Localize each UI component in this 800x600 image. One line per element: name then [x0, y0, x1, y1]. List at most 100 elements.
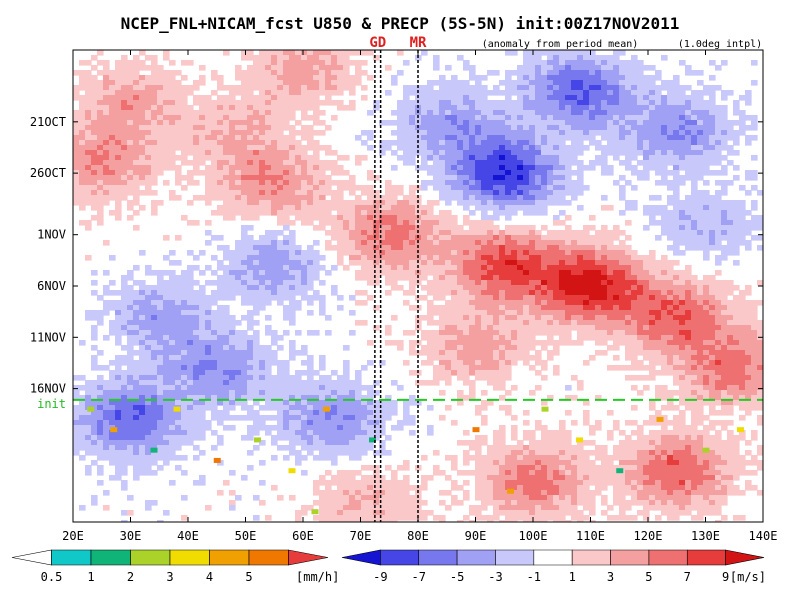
u850-cell — [439, 175, 446, 181]
u850-cell — [733, 225, 740, 231]
u850-cell — [163, 345, 170, 351]
u850-cell — [727, 305, 734, 311]
u850-cell — [253, 345, 260, 351]
u850-cell — [553, 280, 560, 286]
u850-cell — [361, 70, 368, 76]
u850-cell — [565, 270, 572, 276]
u850-cell — [331, 75, 338, 81]
u850-cell — [409, 120, 416, 126]
u850-cell — [457, 165, 464, 171]
u850-cell — [295, 205, 302, 211]
u850-cell — [85, 70, 92, 76]
u850-cell — [175, 300, 182, 306]
u850-cell — [517, 230, 524, 236]
u850-cell — [253, 70, 260, 76]
u850-cell — [433, 345, 440, 351]
u850-cell — [733, 320, 740, 326]
u850-cell — [487, 285, 494, 291]
u850-cell — [409, 305, 416, 311]
u850-cell — [295, 350, 302, 356]
u850-cell — [475, 185, 482, 191]
u850-cell — [637, 315, 644, 321]
u850-cell — [757, 330, 763, 336]
u850-cell — [511, 185, 518, 191]
u850-cell — [121, 125, 128, 131]
u850-cell — [133, 75, 140, 81]
u850-cell — [631, 275, 638, 281]
u850-cell — [439, 75, 446, 81]
u850-cell — [721, 340, 728, 346]
u850-cell — [151, 90, 158, 96]
u850-cell — [145, 310, 152, 316]
u850-cell — [127, 345, 134, 351]
u850-cell — [145, 120, 152, 126]
u850-cell — [397, 260, 404, 266]
u850-cell — [469, 280, 476, 286]
u850-cell — [463, 200, 470, 206]
u850-cell — [463, 260, 470, 266]
u850-cell — [385, 250, 392, 256]
u850-cell — [463, 135, 470, 141]
u850-cell — [289, 50, 296, 56]
u850-cell — [271, 155, 278, 161]
u850-cell — [319, 210, 326, 216]
u850-cell — [511, 275, 518, 281]
u850-cell — [751, 175, 758, 181]
u850-cell — [529, 330, 536, 336]
u850-cell — [433, 330, 440, 336]
u850-cell — [709, 75, 716, 81]
u850-cell — [289, 110, 296, 116]
u850-cell — [187, 345, 194, 351]
u850-cell — [265, 95, 272, 101]
u850-cell — [475, 100, 482, 106]
u850-cell — [715, 260, 722, 266]
u850-cell — [139, 65, 146, 71]
u850-cell — [649, 95, 656, 101]
u850-cell — [469, 265, 476, 271]
u850-cell — [487, 135, 494, 141]
u850-cell — [229, 215, 236, 221]
u850-cell — [283, 225, 290, 231]
u850-cell — [115, 60, 122, 66]
u850-cell — [91, 345, 98, 351]
u850-cell — [85, 120, 92, 126]
u850-cell — [445, 330, 452, 336]
u850-cell — [349, 90, 356, 96]
u850-cell — [439, 240, 446, 246]
u850-cell — [559, 235, 566, 241]
u850-cell — [715, 135, 722, 141]
u850-cell — [421, 135, 428, 141]
u850-cell — [511, 270, 518, 276]
u850-cell — [535, 260, 542, 266]
u850-cell — [445, 110, 452, 116]
u850-cell — [109, 85, 116, 91]
u850-cell — [739, 330, 746, 336]
u850-cell — [439, 190, 446, 196]
u850-cell — [169, 285, 176, 291]
u850-cell — [475, 170, 482, 176]
u850-cell — [211, 335, 218, 341]
u850-cell — [109, 115, 116, 121]
u850-cell — [505, 165, 512, 171]
u850-cell — [565, 60, 572, 66]
u850-cell — [319, 130, 326, 136]
u850-cell — [433, 150, 440, 156]
u850-cell — [535, 290, 542, 296]
u850-cell — [115, 75, 122, 81]
u850-cell — [667, 90, 674, 96]
u850-cell — [241, 155, 248, 161]
u850-cell — [127, 85, 134, 91]
u850-cell — [703, 205, 710, 211]
u850-cell — [601, 280, 608, 286]
u850-cell — [253, 60, 260, 66]
u850-cell — [685, 330, 692, 336]
u850-cell — [247, 235, 254, 241]
u850-cell — [595, 330, 602, 336]
u850-cell — [571, 235, 578, 241]
u850-cell — [301, 345, 308, 351]
u850-cell — [373, 100, 380, 106]
u850-cell — [271, 195, 278, 201]
u850-cell — [583, 315, 590, 321]
u850-cell — [199, 300, 206, 306]
u850-cell — [475, 155, 482, 161]
